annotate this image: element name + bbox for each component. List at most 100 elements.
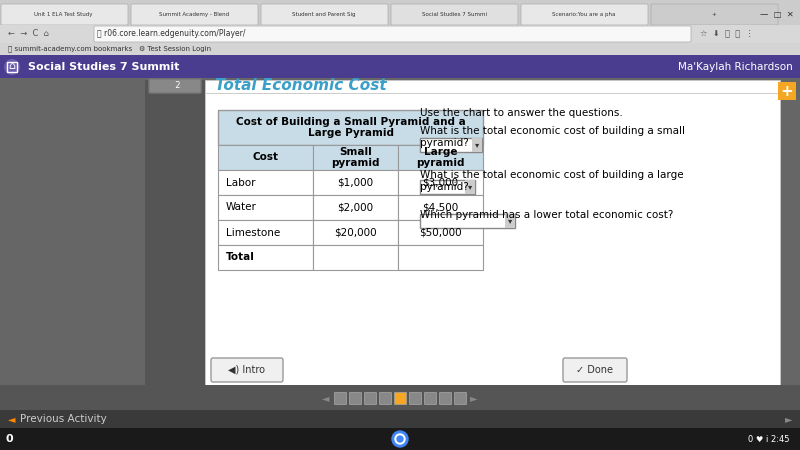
Text: What is the total economic cost of building a large
pyramid?: What is the total economic cost of build…: [420, 170, 684, 192]
Text: What is the total economic cost of building a small
pyramid?: What is the total economic cost of build…: [420, 126, 685, 148]
Text: ▾: ▾: [508, 216, 512, 225]
FancyBboxPatch shape: [398, 170, 483, 195]
Text: ◄: ◄: [8, 414, 15, 424]
FancyBboxPatch shape: [420, 180, 475, 194]
Text: 2: 2: [170, 81, 180, 90]
FancyBboxPatch shape: [218, 195, 313, 220]
Text: ✓ Done: ✓ Done: [577, 365, 614, 375]
FancyBboxPatch shape: [505, 214, 515, 228]
Text: +: +: [781, 84, 794, 99]
FancyBboxPatch shape: [563, 358, 627, 382]
Text: $3,000: $3,000: [422, 177, 458, 188]
FancyBboxPatch shape: [218, 245, 313, 270]
FancyBboxPatch shape: [0, 428, 800, 450]
Text: ☆  ⬇  ⬛  🔖  ⋮: ☆ ⬇ ⬛ 🔖 ⋮: [700, 30, 754, 39]
Text: ▾: ▾: [468, 183, 472, 192]
FancyBboxPatch shape: [0, 410, 800, 428]
FancyBboxPatch shape: [261, 4, 388, 25]
FancyBboxPatch shape: [350, 392, 362, 405]
Text: ◀) Intro: ◀) Intro: [229, 365, 266, 375]
Circle shape: [4, 59, 20, 75]
FancyBboxPatch shape: [1, 4, 128, 25]
Text: Use the chart to answer the questions.: Use the chart to answer the questions.: [420, 108, 622, 118]
Text: ◄: ◄: [322, 393, 330, 403]
FancyBboxPatch shape: [410, 392, 422, 405]
FancyBboxPatch shape: [420, 214, 515, 228]
FancyBboxPatch shape: [439, 392, 451, 405]
Text: 0: 0: [5, 434, 13, 444]
FancyBboxPatch shape: [0, 385, 800, 410]
Text: $2,000: $2,000: [338, 202, 374, 212]
Text: —  □  ✕: — □ ✕: [760, 10, 794, 19]
Text: Scenario:You are a pha: Scenario:You are a pha: [552, 12, 616, 17]
FancyBboxPatch shape: [205, 93, 780, 94]
Text: Cost of Building a Small Pyramid and a
Large Pyramid: Cost of Building a Small Pyramid and a L…: [236, 117, 466, 138]
FancyBboxPatch shape: [145, 80, 205, 385]
FancyBboxPatch shape: [218, 145, 313, 170]
FancyBboxPatch shape: [465, 180, 475, 194]
Text: $50,000: $50,000: [419, 228, 462, 238]
FancyBboxPatch shape: [131, 4, 258, 25]
Text: Total: Total: [226, 252, 255, 262]
Text: Cost: Cost: [253, 153, 278, 162]
Text: 0 ♥ i 2:45: 0 ♥ i 2:45: [749, 435, 790, 444]
FancyBboxPatch shape: [778, 82, 796, 100]
FancyBboxPatch shape: [398, 245, 483, 270]
FancyBboxPatch shape: [149, 79, 201, 93]
Text: 🔒 r06.core.learn.edgenuity.com/Player/: 🔒 r06.core.learn.edgenuity.com/Player/: [97, 30, 246, 39]
FancyBboxPatch shape: [365, 392, 377, 405]
FancyBboxPatch shape: [394, 392, 406, 405]
Text: Previous Activity: Previous Activity: [20, 414, 106, 424]
FancyBboxPatch shape: [398, 220, 483, 245]
FancyBboxPatch shape: [472, 138, 482, 152]
FancyBboxPatch shape: [391, 4, 518, 25]
FancyBboxPatch shape: [420, 138, 482, 152]
FancyBboxPatch shape: [218, 170, 313, 195]
FancyBboxPatch shape: [211, 358, 283, 382]
FancyBboxPatch shape: [398, 195, 483, 220]
FancyBboxPatch shape: [0, 55, 800, 395]
FancyBboxPatch shape: [0, 25, 800, 43]
Text: Unit 1 ELA Test Study: Unit 1 ELA Test Study: [34, 12, 94, 17]
Text: Total Economic Cost: Total Economic Cost: [215, 77, 386, 93]
FancyBboxPatch shape: [0, 0, 800, 25]
Text: $4,500: $4,500: [422, 202, 458, 212]
Text: ←  →  C  ⌂: ← → C ⌂: [8, 30, 49, 39]
FancyBboxPatch shape: [94, 26, 691, 42]
FancyBboxPatch shape: [334, 392, 346, 405]
FancyBboxPatch shape: [0, 55, 800, 78]
FancyBboxPatch shape: [313, 170, 398, 195]
Text: Labor: Labor: [226, 177, 255, 188]
FancyBboxPatch shape: [313, 220, 398, 245]
Text: Large
pyramid: Large pyramid: [416, 147, 465, 168]
Text: ▾: ▾: [475, 140, 479, 149]
Text: Limestone: Limestone: [226, 228, 280, 238]
FancyBboxPatch shape: [425, 392, 437, 405]
Text: $1,000: $1,000: [338, 177, 374, 188]
Text: Summit Academy - Blend: Summit Academy - Blend: [159, 12, 229, 17]
Text: Student and Parent Sig: Student and Parent Sig: [292, 12, 356, 17]
Text: ►: ►: [470, 393, 478, 403]
Text: ►: ►: [785, 414, 792, 424]
Text: Social Studies 7 Summi: Social Studies 7 Summi: [422, 12, 486, 17]
Text: Small
pyramid: Small pyramid: [331, 147, 380, 168]
Text: Water: Water: [226, 202, 257, 212]
Text: +: +: [712, 12, 716, 17]
FancyBboxPatch shape: [0, 43, 800, 55]
Text: Social Studies 7 Summit: Social Studies 7 Summit: [28, 62, 179, 72]
Text: ⌂: ⌂: [9, 61, 15, 71]
Text: $20,000: $20,000: [334, 228, 377, 238]
Circle shape: [395, 434, 405, 444]
Circle shape: [397, 436, 403, 442]
FancyBboxPatch shape: [398, 145, 483, 170]
Circle shape: [392, 431, 408, 447]
FancyBboxPatch shape: [313, 145, 398, 170]
FancyBboxPatch shape: [521, 4, 648, 25]
FancyBboxPatch shape: [218, 220, 313, 245]
Text: Ma'Kaylah Richardson: Ma'Kaylah Richardson: [678, 62, 793, 72]
FancyBboxPatch shape: [205, 80, 780, 385]
Text: Which pyramid has a lower total economic cost?: Which pyramid has a lower total economic…: [420, 210, 674, 220]
FancyBboxPatch shape: [379, 392, 391, 405]
FancyBboxPatch shape: [454, 392, 466, 405]
FancyBboxPatch shape: [313, 195, 398, 220]
